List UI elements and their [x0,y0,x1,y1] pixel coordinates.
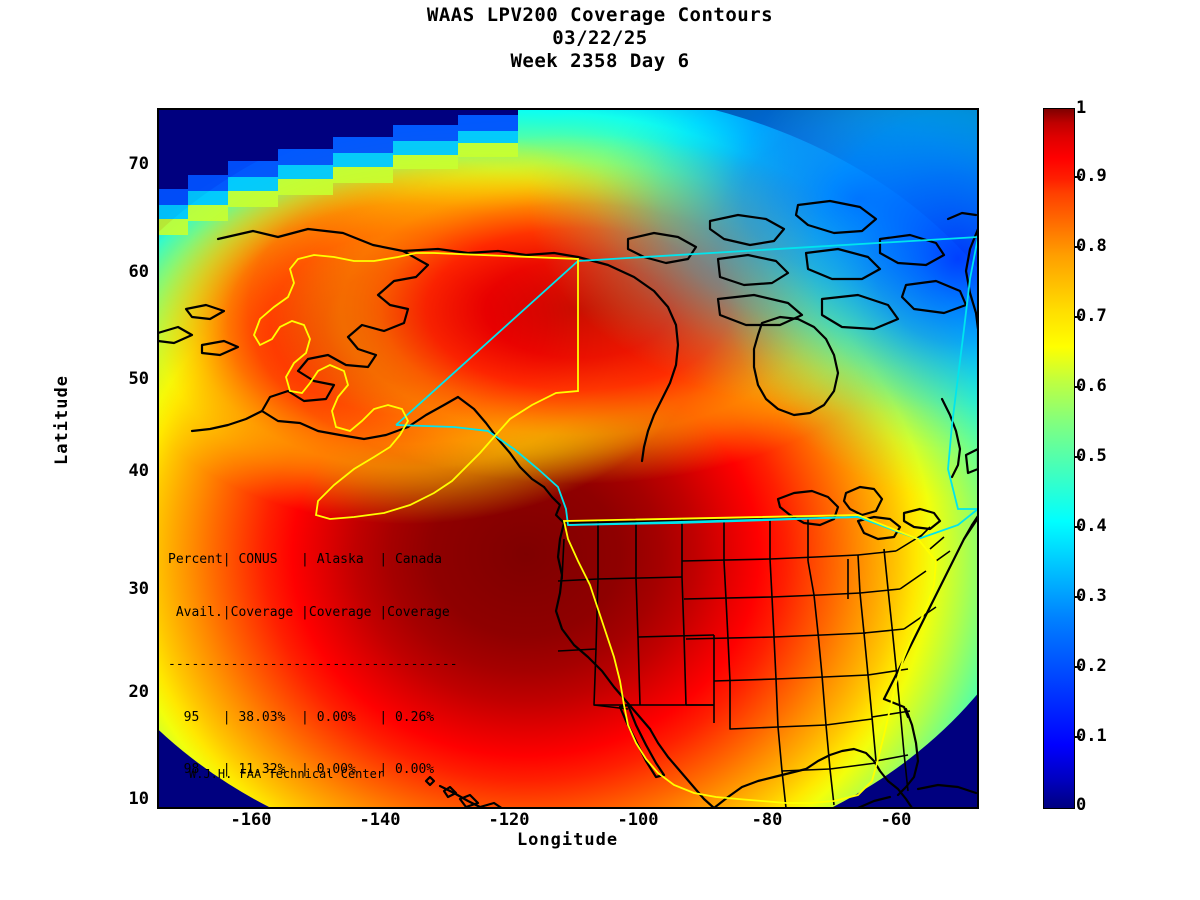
stats-row-95: 95 | 38.03% | 0.00% | 0.26% [168,709,458,725]
contour-ne-cool [718,109,978,499]
colorbar-label-0.5: 0.5 [1076,446,1107,466]
colorbar-tick-mark-0.4 [1074,526,1081,528]
colorbar-gradient [1044,109,1074,808]
title-line-3: Week 2358 Day 6 [510,50,690,72]
y-tick-20: 20 [128,682,149,702]
map-plot-area: Percent| CONUS | Alaska | Canada Avail.|… [157,108,979,809]
colorbar-label-0.2: 0.2 [1076,656,1107,676]
colorbar-tick-mark-0.3 [1074,596,1081,598]
figure-title: WAAS LPV200 Coverage Contours 03/22/25 W… [0,4,1200,73]
x-tick-m140: -140 [359,810,401,830]
colorbar-tick-mark-0.5 [1074,456,1081,458]
figure-credit: W.J.H. FAA Technical Center WAAS Test Te… [189,739,385,808]
colorbar-tick-mark-0.2 [1074,666,1081,668]
y-tick-70: 70 [128,154,149,174]
stats-header-row-1: Percent| CONUS | Alaska | Canada [168,552,458,567]
stats-row-98: 98 | 11.32% | 0.00% | 0.00% [168,762,458,777]
y-tick-60: 60 [128,262,149,282]
colorbar-label-1: 1 [1076,98,1087,118]
credit-line-1: W.J.H. FAA Technical Center [189,767,385,781]
x-tick-m160: -160 [230,810,272,830]
colorbar-tick-mark-0.8 [1074,246,1081,248]
state-borders [557,516,951,808]
colorbar-label-0.8: 0.8 [1076,236,1107,256]
conus-alaska-region-boundary [253,252,937,804]
x-tick-m120: -120 [488,810,530,830]
y-axis-label: Latitude [52,375,72,465]
coastlines [158,199,978,808]
contour-nw-steps [158,109,518,235]
x-tick-m60: -60 [880,810,912,830]
colorbar-label-0.1: 0.1 [1076,726,1107,746]
contour-field [158,109,978,808]
coverage-stats-table: Percent| CONUS | Alaska | Canada Avail.|… [168,516,458,808]
colorbar-tick-mark-0.7 [1074,316,1081,318]
title-line-1: WAAS LPV200 Coverage Contours [426,4,774,26]
y-tick-10: 10 [128,789,149,809]
x-axis-label: Longitude [516,830,619,850]
stats-separator: ------------------------------------- [168,657,458,672]
colorbar-tick-mark-0.9 [1074,176,1081,178]
colorbar-label-0.7: 0.7 [1076,306,1107,326]
x-tick-m100: -100 [617,810,659,830]
y-tick-40: 40 [128,461,149,481]
y-tick-30: 30 [128,579,149,599]
colorbar-tick-mark-0.6 [1074,386,1081,388]
colorbar [1043,108,1075,809]
colorbar-label-0.9: 0.9 [1076,166,1107,186]
colorbar-label-0.4: 0.4 [1076,516,1107,536]
stats-header-row-2: Avail.|Coverage |Coverage |Coverage [168,604,458,620]
contour-map-svg [158,109,978,808]
title-line-2: 03/22/25 [552,27,648,49]
x-tick-m80: -80 [751,810,783,830]
colorbar-tick-mark-0.1 [1074,736,1081,738]
colorbar-label-0: 0 [1076,795,1087,815]
colorbar-label-0.3: 0.3 [1076,586,1107,606]
colorbar-label-0.6: 0.6 [1076,376,1107,396]
y-tick-50: 50 [128,369,149,389]
